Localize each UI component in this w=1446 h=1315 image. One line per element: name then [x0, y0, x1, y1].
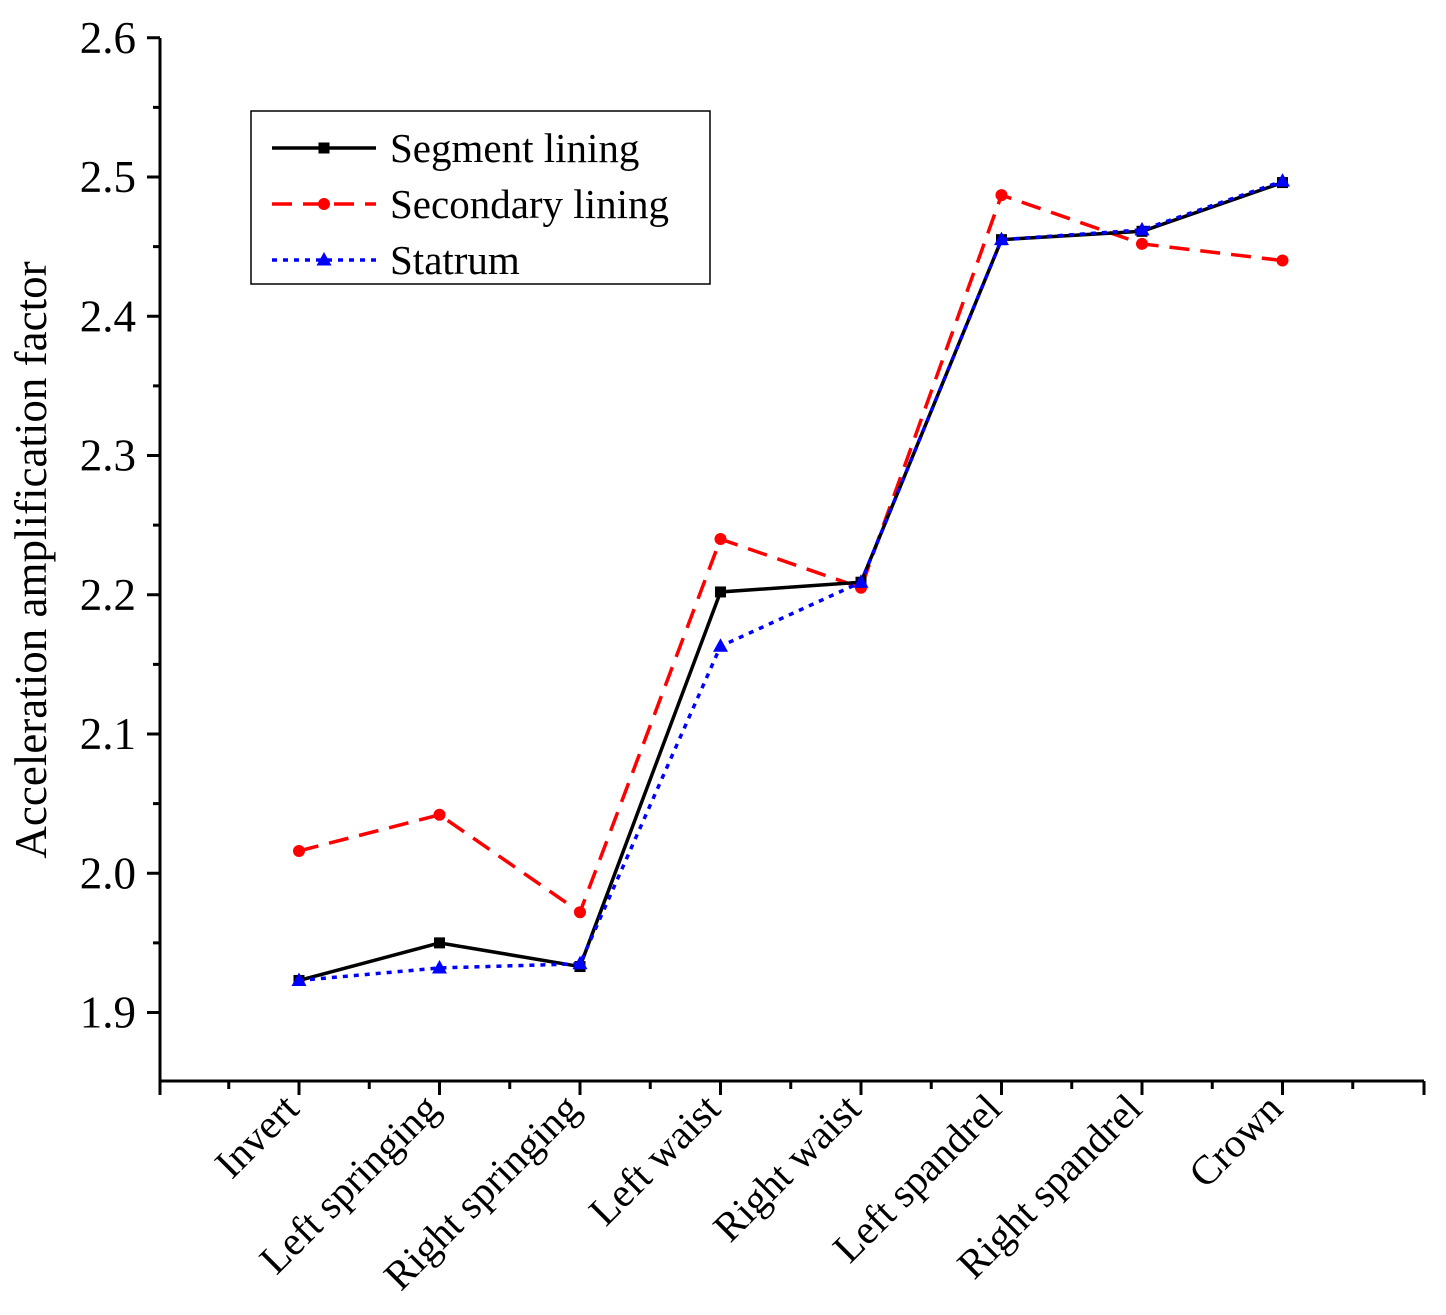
- series-line: [298, 179, 1284, 983]
- data-point: [433, 808, 446, 821]
- data-point: [714, 533, 727, 546]
- y-tick-label: 2.1: [80, 709, 136, 759]
- y-axis-title: Acceleration amplification factor: [6, 261, 56, 858]
- data-point: [291, 972, 307, 986]
- y-tick-label: 1.9: [80, 988, 136, 1038]
- y-tick-label: 2.3: [80, 431, 136, 481]
- data-point: [1136, 237, 1148, 250]
- series-secondary-lining: [293, 189, 1289, 919]
- legend-marker: [316, 252, 332, 266]
- legend-label: Statrum: [390, 237, 520, 283]
- legend-label: Segment lining: [390, 125, 639, 171]
- x-tick-label: Left waist: [580, 1084, 730, 1234]
- data-point: [572, 955, 588, 970]
- y-tick-label: 2.6: [80, 13, 136, 63]
- x-tick-label: Crown: [1179, 1085, 1290, 1196]
- legend-marker: [318, 198, 330, 210]
- series-line: [298, 192, 1283, 915]
- y-tick-label: 2.4: [80, 291, 136, 341]
- legend: Segment lining Secondary lining Statrum: [250, 110, 711, 285]
- y-tick-label: 2.0: [80, 848, 136, 898]
- data-point: [432, 959, 447, 974]
- y-tick-label: 2.5: [80, 152, 136, 202]
- legend-box: [250, 110, 711, 285]
- data-point: [995, 189, 1008, 202]
- y-tick-label: 2.2: [80, 570, 136, 620]
- x-tick-label: Invert: [206, 1084, 308, 1186]
- series-layer: [291, 173, 1290, 986]
- data-point: [434, 937, 445, 949]
- data-point: [713, 638, 728, 652]
- series-segment-lining: [293, 177, 1288, 986]
- data-point: [293, 844, 305, 857]
- data-point: [853, 574, 869, 588]
- data-point: [1275, 173, 1290, 187]
- legend-marker: [318, 142, 330, 154]
- data-point: [994, 231, 1009, 246]
- data-point: [715, 586, 726, 598]
- series-statrum: [291, 173, 1290, 986]
- data-point: [1134, 221, 1150, 236]
- data-point: [1276, 254, 1289, 267]
- legend-label: Secondary lining: [390, 181, 669, 227]
- data-point: [574, 906, 586, 919]
- series-line: [298, 180, 1284, 983]
